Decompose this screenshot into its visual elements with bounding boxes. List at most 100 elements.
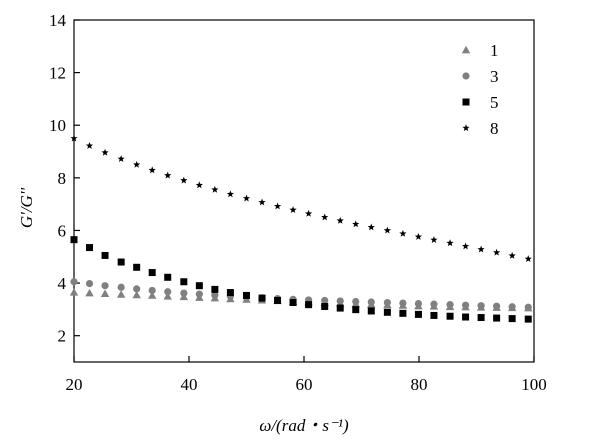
- data-point-3: [117, 283, 125, 291]
- data-point-3: [430, 300, 438, 308]
- legend-label-1: 1: [490, 41, 499, 60]
- data-point-8: [430, 236, 438, 244]
- data-point-8: [524, 255, 532, 262]
- data-point-5: [70, 236, 78, 244]
- data-point-8: [321, 213, 329, 221]
- data-point-8: [117, 155, 125, 162]
- y-axis-label: G'/G'': [17, 188, 36, 229]
- data-point-8: [148, 166, 156, 174]
- data-point-8: [446, 239, 454, 247]
- series-5: [70, 236, 532, 323]
- data-point-5: [258, 294, 266, 302]
- data-point-3: [133, 285, 141, 293]
- data-point-3: [352, 297, 360, 306]
- data-point-5: [274, 296, 282, 304]
- y-tick-label: 14: [49, 11, 67, 30]
- data-point-5: [101, 251, 109, 259]
- data-point-5: [305, 301, 313, 309]
- data-point-8: [226, 190, 235, 198]
- legend-marker-3: [462, 72, 470, 80]
- data-point-5: [226, 289, 234, 297]
- x-axis-label: ω/(rad・s⁻¹): [259, 416, 349, 435]
- data-point-5: [321, 302, 329, 310]
- legend-label-3: 3: [490, 67, 499, 86]
- data-point-3: [211, 291, 219, 299]
- data-point-8: [304, 209, 313, 217]
- data-point-8: [399, 229, 407, 237]
- x-axis: 20 40 60 80 100: [66, 356, 547, 394]
- data-point-8: [242, 194, 251, 202]
- data-point-5: [493, 314, 501, 322]
- data-point-5: [508, 315, 516, 323]
- data-point-5: [367, 307, 375, 315]
- series-8: [70, 134, 532, 262]
- data-point-3: [195, 290, 203, 298]
- data-point-5: [477, 314, 485, 322]
- x-tick-label: 60: [296, 375, 313, 394]
- y-tick-label: 2: [58, 327, 67, 346]
- data-point-5: [195, 282, 203, 290]
- y-tick-label: 10: [49, 116, 66, 135]
- series-1: [69, 288, 533, 312]
- data-point-1: [116, 290, 126, 298]
- legend-marker-5: [462, 98, 470, 106]
- data-point-8: [85, 141, 94, 149]
- data-point-8: [195, 181, 203, 189]
- data-point-3: [383, 298, 391, 307]
- plot-frame: [73, 19, 535, 363]
- data-point-3: [367, 298, 375, 306]
- x-tick-label: 20: [66, 375, 83, 394]
- data-point-3: [336, 297, 344, 305]
- legend-label-5: 5: [490, 93, 499, 112]
- data-point-5: [148, 269, 156, 277]
- x-tick-label: 80: [411, 375, 428, 394]
- x-tick-label: 40: [181, 375, 198, 394]
- legend: 1 3 5 8: [461, 41, 499, 138]
- data-point-5: [383, 308, 391, 316]
- legend-marker-8: [462, 124, 470, 132]
- data-point-8: [164, 171, 172, 179]
- data-point-5: [430, 311, 438, 319]
- data-point-8: [289, 206, 297, 214]
- data-point-5: [446, 312, 454, 320]
- data-series: [69, 134, 533, 323]
- data-point-5: [399, 309, 407, 317]
- data-point-8: [133, 160, 141, 168]
- data-point-3: [85, 280, 94, 288]
- data-point-3: [477, 302, 485, 310]
- data-point-3: [180, 289, 188, 297]
- series-3: [70, 278, 532, 311]
- data-point-3: [461, 301, 470, 309]
- data-point-5: [336, 304, 344, 312]
- data-point-3: [70, 278, 78, 286]
- data-point-5: [117, 258, 125, 266]
- data-point-8: [211, 185, 219, 193]
- data-point-5: [524, 315, 532, 323]
- data-point-3: [164, 288, 172, 296]
- data-point-8: [493, 248, 501, 256]
- data-point-5: [352, 306, 360, 314]
- data-point-8: [477, 245, 485, 253]
- legend-marker-1: [461, 45, 471, 54]
- data-point-5: [414, 310, 422, 318]
- data-point-3: [399, 299, 407, 307]
- data-point-8: [70, 134, 78, 142]
- y-tick-label: 12: [49, 64, 66, 83]
- data-point-3: [446, 301, 454, 309]
- data-point-1: [85, 288, 94, 297]
- x-tick-label: 100: [521, 375, 547, 394]
- data-point-8: [101, 148, 109, 156]
- data-point-3: [493, 302, 501, 310]
- plot-border: [73, 19, 535, 363]
- data-point-5: [289, 299, 297, 307]
- data-point-8: [383, 226, 391, 234]
- data-point-8: [180, 176, 188, 184]
- data-point-3: [508, 303, 516, 311]
- data-point-1: [148, 291, 157, 299]
- data-point-5: [462, 313, 470, 321]
- y-tick-label: 8: [58, 169, 67, 188]
- data-point-3: [414, 299, 423, 308]
- data-point-1: [132, 290, 141, 299]
- y-axis: 2 4 6 8 10 12 14: [49, 11, 80, 346]
- data-point-3: [148, 286, 156, 295]
